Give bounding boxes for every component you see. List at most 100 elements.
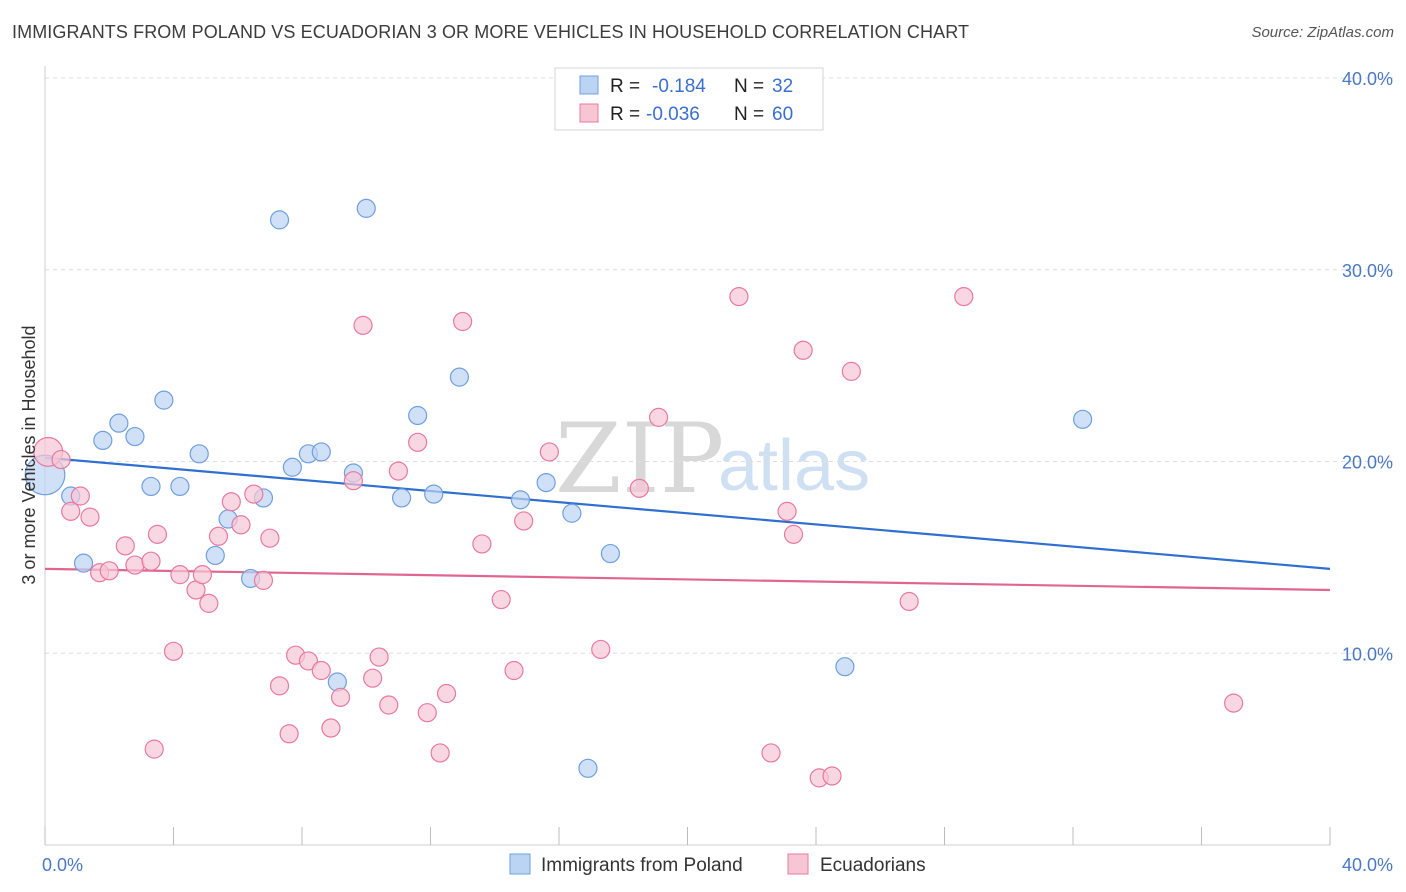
point-s0-9 xyxy=(189,444,209,464)
point-s1-55 xyxy=(822,766,842,786)
point-s0-4 xyxy=(109,413,129,433)
point-s1-44 xyxy=(514,511,534,531)
point-s1-38 xyxy=(430,743,450,763)
point-s1-11 xyxy=(147,524,168,544)
point-s0-15 xyxy=(282,457,302,477)
watermark-zip: ZIP xyxy=(555,403,724,515)
y-tick-label-2: 30.0% xyxy=(1342,261,1393,281)
point-s1-26 xyxy=(298,651,319,671)
point-s0-25 xyxy=(510,490,531,510)
point-s1-37 xyxy=(417,703,437,723)
chart-title: IMMIGRANTS FROM POLAND VS ECUADORIAN 3 O… xyxy=(12,22,970,42)
point-s1-47 xyxy=(629,478,649,498)
point-s0-2 xyxy=(73,553,94,573)
y-tick-label-1: 20.0% xyxy=(1342,453,1393,473)
point-s1-1 xyxy=(51,449,71,470)
point-s1-41 xyxy=(472,534,492,554)
trend-line-0 xyxy=(44,456,1331,570)
correlation-legend: R = -0.184 N = 32 R = -0.036 N = 60 xyxy=(554,67,824,131)
point-s1-50 xyxy=(761,743,781,763)
point-s1-32 xyxy=(363,668,383,688)
y-axis-title: 3 or more Vehicles in Household xyxy=(19,325,39,584)
point-s1-15 xyxy=(192,565,213,585)
point-s1-16 xyxy=(199,593,219,613)
point-s0-17 xyxy=(311,442,331,462)
point-s0-6 xyxy=(141,476,161,497)
point-s1-46 xyxy=(591,639,611,660)
point-s0-3 xyxy=(93,430,113,451)
point-s1-40 xyxy=(453,311,473,332)
point-s0-22 xyxy=(408,405,428,426)
point-s1-4 xyxy=(80,507,100,527)
watermark-atlas: atlas xyxy=(718,426,870,506)
x-tick-label-1: 40.0% xyxy=(1342,855,1393,875)
point-s0-10 xyxy=(205,545,225,566)
series-legend: Immigrants from Poland Ecuadorians xyxy=(509,853,926,876)
series-label-ecuadorians: Ecuadorians xyxy=(820,855,926,876)
point-s1-59 xyxy=(1224,693,1244,713)
point-s1-6 xyxy=(99,561,119,581)
point-s0-31 xyxy=(1073,409,1093,429)
point-s1-20 xyxy=(244,484,264,504)
legend-n-label-2: N = xyxy=(734,104,764,125)
legend-r-label-1: R = xyxy=(610,76,640,97)
y-tick-label-0: 10.0% xyxy=(1342,644,1393,664)
point-s1-24 xyxy=(279,724,299,744)
point-s1-45 xyxy=(539,442,559,462)
x-tick-label-0: 0.0% xyxy=(42,855,83,875)
point-s1-30 xyxy=(343,471,363,491)
legend-n-value-1: 32 xyxy=(772,76,793,97)
point-s1-28 xyxy=(321,718,341,738)
legend-swatch-pink xyxy=(579,103,599,123)
point-s0-26 xyxy=(536,472,556,493)
point-s0-21 xyxy=(391,488,412,508)
point-s1-2 xyxy=(61,501,81,521)
legend-n-label-1: N = xyxy=(734,76,764,97)
series-label-poland: Immigrants from Poland xyxy=(541,855,743,876)
point-s1-22 xyxy=(260,528,280,548)
legend-r-value-1: -0.184 xyxy=(652,76,706,97)
point-s1-35 xyxy=(388,461,408,481)
tick-labels: 10.0% 20.0% 30.0% 40.0% 0.0% 40.0% xyxy=(42,69,1393,875)
point-s1-13 xyxy=(170,565,190,585)
grid xyxy=(45,77,1395,654)
point-s1-12 xyxy=(163,641,184,661)
legend-box xyxy=(554,67,824,131)
series-swatch-poland xyxy=(509,853,531,875)
legend-r-label-2: R = xyxy=(610,104,640,125)
series-1 xyxy=(33,286,1244,788)
series-swatch-ecuadorians xyxy=(787,853,809,875)
point-s1-43 xyxy=(504,660,524,681)
legend-n-value-2: 60 xyxy=(772,104,793,125)
point-s1-58 xyxy=(954,286,974,307)
trend-line-1 xyxy=(44,567,1331,592)
point-s0-8 xyxy=(170,476,190,497)
point-s0-24 xyxy=(449,367,470,387)
point-s0-23 xyxy=(424,484,444,504)
point-s0-20 xyxy=(356,198,376,218)
point-s1-18 xyxy=(221,492,241,512)
source-label: Source: ZipAtlas.com xyxy=(1251,24,1394,41)
point-s1-42 xyxy=(491,589,511,610)
point-s1-57 xyxy=(899,591,919,612)
point-s0-30 xyxy=(835,657,855,677)
point-s1-52 xyxy=(783,524,804,544)
point-s0-27 xyxy=(562,503,582,523)
point-s1-36 xyxy=(408,432,428,452)
legend-swatch-blue xyxy=(579,75,599,95)
y-tick-label-3: 40.0% xyxy=(1342,69,1393,89)
point-s1-31 xyxy=(353,315,373,335)
point-s0-28 xyxy=(578,758,598,778)
point-s1-49 xyxy=(729,286,749,307)
point-s1-7 xyxy=(115,536,135,556)
point-s1-8 xyxy=(125,555,145,575)
point-s1-29 xyxy=(330,687,351,707)
point-s1-56 xyxy=(841,361,861,381)
watermark: ZIP atlas xyxy=(555,403,870,515)
point-s1-48 xyxy=(648,407,669,427)
point-s1-53 xyxy=(793,340,813,360)
point-s1-17 xyxy=(208,526,229,546)
point-s0-29 xyxy=(600,543,621,564)
point-s1-10 xyxy=(144,739,164,759)
